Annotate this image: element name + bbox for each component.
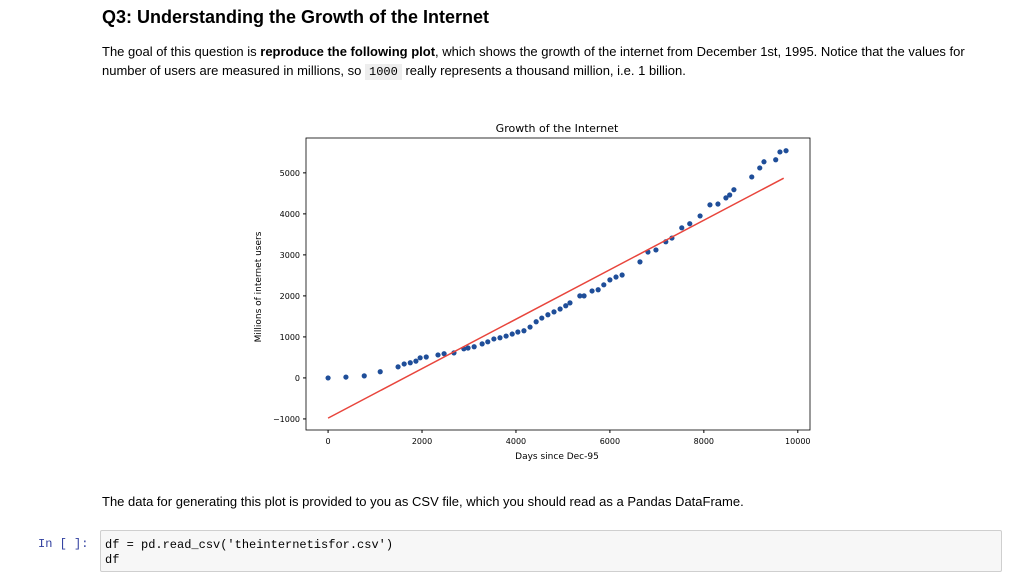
y-tick-label: 3000 bbox=[280, 251, 300, 260]
code-line: df bbox=[105, 553, 120, 567]
data-point bbox=[509, 331, 515, 337]
data-point bbox=[395, 364, 401, 370]
data-point bbox=[527, 324, 533, 330]
data-point bbox=[377, 369, 383, 375]
data-point bbox=[521, 328, 527, 334]
data-point bbox=[407, 360, 413, 366]
data-point bbox=[567, 300, 573, 306]
x-tick-label: 4000 bbox=[506, 437, 526, 446]
data-point bbox=[679, 225, 685, 231]
data-point bbox=[515, 329, 521, 335]
data-point bbox=[581, 293, 587, 299]
data-point bbox=[417, 355, 423, 361]
data-point bbox=[761, 159, 767, 165]
data-point bbox=[533, 319, 539, 325]
data-point bbox=[539, 315, 545, 321]
data-point bbox=[773, 157, 779, 163]
data-point bbox=[441, 351, 447, 357]
data-point bbox=[607, 277, 613, 283]
data-point bbox=[653, 247, 659, 253]
y-tick-label: 0 bbox=[295, 374, 300, 383]
data-point bbox=[563, 303, 569, 309]
chart-title: Growth of the Internet bbox=[496, 122, 619, 135]
data-point bbox=[471, 344, 477, 350]
intro-paragraph: The goal of this question is reproduce t… bbox=[102, 42, 1002, 82]
data-point bbox=[485, 339, 491, 345]
data-point bbox=[697, 213, 703, 219]
data-point bbox=[465, 345, 471, 351]
text: The goal of this question is bbox=[102, 44, 261, 59]
data-point bbox=[589, 288, 595, 294]
data-point bbox=[343, 374, 349, 380]
data-point bbox=[731, 187, 737, 193]
fit-line bbox=[327, 177, 785, 419]
y-tick-label: 2000 bbox=[280, 292, 300, 301]
data-point bbox=[557, 306, 563, 312]
data-point bbox=[503, 333, 509, 339]
data-point bbox=[707, 202, 713, 208]
data-point bbox=[601, 282, 607, 288]
x-tick-label: 8000 bbox=[694, 437, 714, 446]
x-tick-label: 2000 bbox=[412, 437, 432, 446]
data-point bbox=[687, 221, 693, 227]
y-tick-label: 1000 bbox=[280, 333, 300, 342]
data-point bbox=[783, 148, 789, 154]
code-line: df = pd.read_csv('theinternetisfor.csv') bbox=[105, 538, 394, 552]
data-point bbox=[401, 361, 407, 367]
data-point bbox=[551, 309, 557, 315]
bold-text: reproduce the following plot bbox=[260, 44, 436, 59]
data-point bbox=[619, 272, 625, 278]
inline-code: 1000 bbox=[365, 64, 402, 80]
x-tick-label: 0 bbox=[326, 437, 331, 446]
x-tick-label: 6000 bbox=[600, 437, 620, 446]
code-cell[interactable]: df = pd.read_csv('theinternetisfor.csv')… bbox=[100, 530, 1002, 572]
text: , which shows the growth of the internet… bbox=[102, 44, 965, 78]
cell-prompt: In [ ]: bbox=[38, 537, 89, 551]
y-tick-label: −1000 bbox=[273, 415, 300, 424]
data-point bbox=[637, 259, 643, 265]
x-tick-label: 10000 bbox=[785, 437, 810, 446]
data-point bbox=[757, 165, 763, 171]
y-tick-label: 5000 bbox=[280, 169, 300, 178]
data-point bbox=[413, 358, 419, 364]
data-point bbox=[325, 375, 331, 381]
data-point bbox=[361, 373, 367, 379]
heading: Q3: Understanding the Growth of the Inte… bbox=[102, 7, 489, 27]
x-axis-label: Days since Dec-95 bbox=[515, 452, 599, 462]
data-point bbox=[479, 341, 485, 347]
data-point bbox=[613, 274, 619, 280]
data-point bbox=[715, 201, 721, 207]
data-point bbox=[491, 336, 497, 342]
data-point bbox=[749, 174, 755, 180]
data-point bbox=[777, 149, 783, 155]
data-point bbox=[727, 192, 733, 198]
caption: The data for generating this plot is pro… bbox=[102, 494, 744, 509]
data-point bbox=[497, 335, 503, 341]
data-point bbox=[545, 312, 551, 318]
y-tick-label: 4000 bbox=[280, 210, 300, 219]
data-point bbox=[577, 293, 583, 299]
y-axis-label: Millions of internet users bbox=[254, 231, 264, 342]
data-point bbox=[423, 354, 429, 360]
data-point bbox=[435, 352, 441, 358]
plot-frame bbox=[305, 137, 811, 431]
text: really represents a thousand million, i.… bbox=[401, 63, 686, 78]
data-point bbox=[595, 287, 601, 293]
data-point bbox=[723, 195, 729, 201]
